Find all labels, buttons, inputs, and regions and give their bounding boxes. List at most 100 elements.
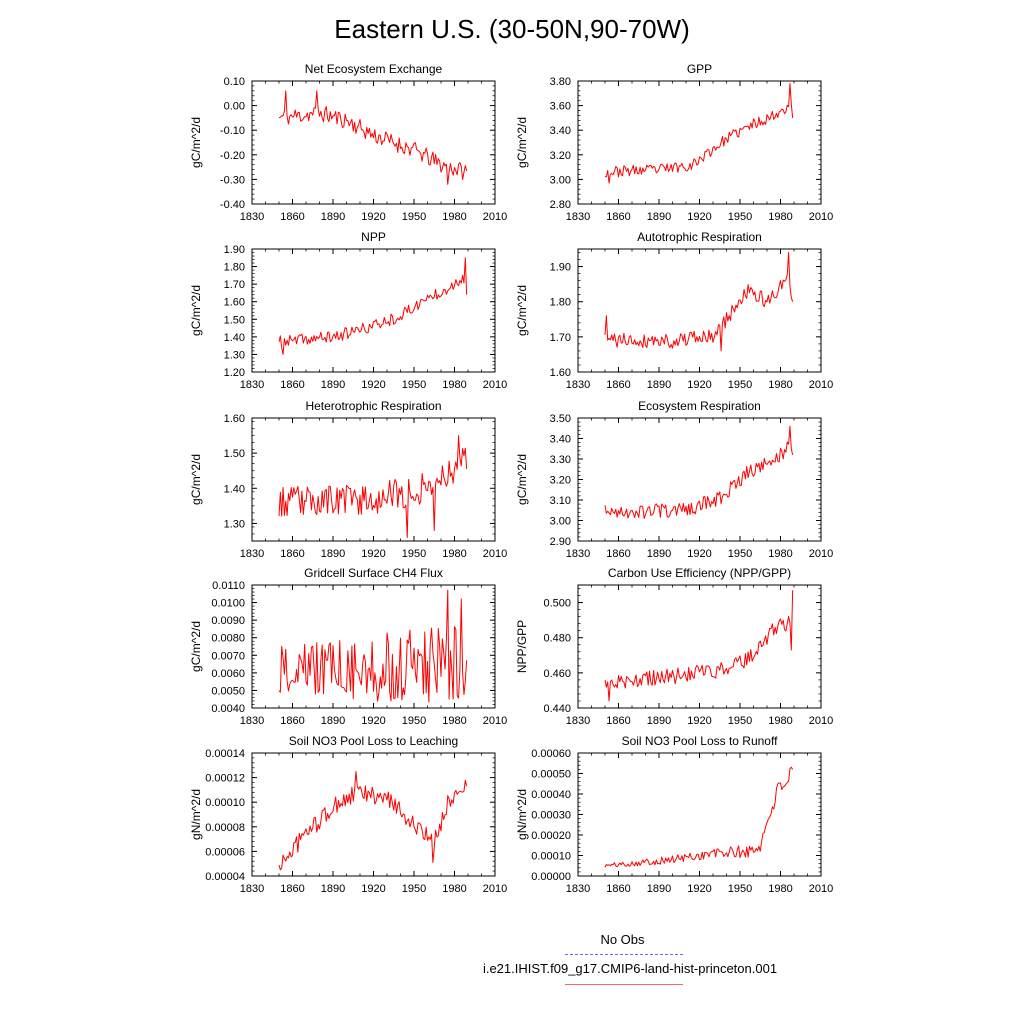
y-tick-label: 0.440 (543, 703, 571, 715)
y-tick-label: 0.0090 (211, 615, 245, 627)
y-tick-label: 0.00012 (205, 773, 245, 785)
panel-title: Ecosystem Respiration (638, 399, 761, 413)
y-axis-label: gC/m^2/d (515, 454, 529, 505)
x-tick-label: 1860 (606, 548, 630, 560)
panel-title: Soil NO3 Pool Loss to Runoff (622, 734, 779, 748)
y-tick-label: 1.70 (224, 279, 245, 291)
x-tick-label: 1980 (442, 715, 466, 727)
series-line (604, 252, 794, 352)
x-tick-label: 1950 (402, 715, 426, 727)
x-tick-label: 1920 (361, 883, 385, 895)
y-tick-label: 0.00040 (531, 789, 571, 801)
panel-7: Gridcell Surface CH4 Flux gC/m^2/d 1830 186… (189, 566, 507, 727)
x-tick-label: 1860 (606, 883, 630, 895)
panel-title: Autotrophic Respiration (637, 230, 762, 244)
legend-obs-line (565, 954, 683, 955)
x-tick-label: 1830 (566, 715, 590, 727)
y-tick-label: 2.90 (550, 536, 571, 548)
plot-frame (577, 417, 822, 542)
y-tick-label: 0.00008 (205, 822, 245, 834)
y-tick-label: -0.30 (220, 174, 245, 186)
y-tick-label: 0.00006 (205, 846, 245, 858)
y-tick-label: 0.00020 (531, 830, 571, 842)
legend-run-label: i.e21.IHIST.f09_g17.CMIP6-land-hist-prin… (482, 961, 778, 976)
panel-10: Soil NO3 Pool Loss to Runoff gN/m^2/d 1830… (515, 734, 833, 895)
y-tick-label: 0.00010 (205, 797, 245, 809)
panel-9: Soil NO3 Pool Loss to Leaching gN/m^2/d 18… (189, 734, 507, 895)
series-line (278, 770, 468, 871)
legend-run-line (565, 984, 683, 985)
y-tick-label: 1.30 (224, 518, 245, 530)
x-tick-label: 1890 (321, 715, 345, 727)
x-tick-label: 2010 (483, 379, 507, 391)
x-tick-label: 1830 (240, 548, 264, 560)
panel-8: Carbon Use Efficiency (NPP/GPP) NPP/GPP 18… (515, 566, 833, 727)
x-tick-label: 1920 (687, 211, 711, 223)
panel-title: Net Ecosystem Exchange (305, 62, 443, 76)
y-tick-label: 1.20 (224, 367, 245, 379)
y-tick-label: 0.00030 (531, 810, 571, 822)
x-tick-label: 1830 (240, 379, 264, 391)
x-tick-label: 1890 (647, 715, 671, 727)
plot-frame (251, 80, 496, 205)
panel-3: NPP gC/m^2/d 1830 1860 1890 1920 1950 1980 2010 1… (189, 230, 507, 391)
y-tick-label: 0.0110 (212, 580, 245, 592)
panel-title: Gridcell Surface CH4 Flux (304, 566, 443, 580)
y-tick-label: 3.00 (550, 174, 571, 186)
x-tick-label: 1890 (321, 548, 345, 560)
panel-1: Net Ecosystem Exchange gC/m^2/d 1830 1860 18… (189, 62, 507, 223)
y-tick-label: 0.0070 (211, 650, 245, 662)
y-tick-label: 1.60 (224, 413, 245, 425)
y-axis-label: gC/m^2/d (189, 621, 203, 672)
x-tick-label: 1920 (687, 883, 711, 895)
x-tick-label: 2010 (483, 211, 507, 223)
series-line (278, 90, 468, 185)
x-tick-label: 1890 (321, 379, 345, 391)
plot-frame (251, 248, 496, 373)
y-tick-label: 0.0060 (211, 668, 245, 680)
y-tick-label: 1.80 (550, 297, 571, 309)
x-tick-label: 1980 (442, 548, 466, 560)
y-tick-label: 0.00060 (531, 748, 571, 760)
x-tick-label: 1830 (240, 715, 264, 727)
y-tick-label: 3.60 (550, 101, 571, 113)
x-tick-label: 1980 (768, 883, 792, 895)
plot-frame (577, 80, 822, 205)
x-tick-label: 1830 (566, 548, 590, 560)
y-tick-label: 3.80 (550, 76, 571, 88)
x-tick-label: 1920 (361, 548, 385, 560)
panel-title: GPP (687, 62, 712, 76)
y-tick-label: 3.30 (550, 454, 571, 466)
x-tick-label: 1860 (606, 379, 630, 391)
x-tick-label: 2010 (809, 379, 833, 391)
x-tick-label: 1980 (768, 715, 792, 727)
x-tick-label: 1920 (687, 548, 711, 560)
x-tick-label: 2010 (483, 548, 507, 560)
y-tick-label: 3.10 (550, 495, 571, 507)
y-tick-label: 3.40 (550, 125, 571, 137)
x-tick-label: 1830 (566, 211, 590, 223)
x-tick-label: 1980 (768, 211, 792, 223)
y-tick-label: 0.0080 (211, 633, 245, 645)
y-tick-label: 1.60 (550, 367, 571, 379)
x-tick-label: 1980 (768, 379, 792, 391)
y-tick-label: 1.40 (224, 332, 245, 344)
x-tick-label: 1860 (280, 379, 304, 391)
x-tick-label: 1950 (402, 548, 426, 560)
y-tick-label: 0.0100 (211, 598, 245, 610)
x-tick-label: 1950 (728, 715, 752, 727)
series-line (278, 589, 468, 703)
x-tick-label: 1860 (280, 548, 304, 560)
y-tick-label: 3.00 (550, 516, 571, 528)
y-tick-label: 0.0050 (211, 685, 245, 697)
y-tick-label: 0.00 (224, 101, 245, 113)
y-tick-label: 3.50 (550, 413, 571, 425)
series-line (278, 435, 468, 538)
y-tick-label: -0.20 (220, 150, 245, 162)
x-tick-label: 1950 (728, 379, 752, 391)
y-tick-label: 1.50 (224, 448, 245, 460)
series-line (604, 425, 794, 519)
y-tick-label: 0.460 (543, 668, 571, 680)
x-tick-label: 2010 (809, 548, 833, 560)
